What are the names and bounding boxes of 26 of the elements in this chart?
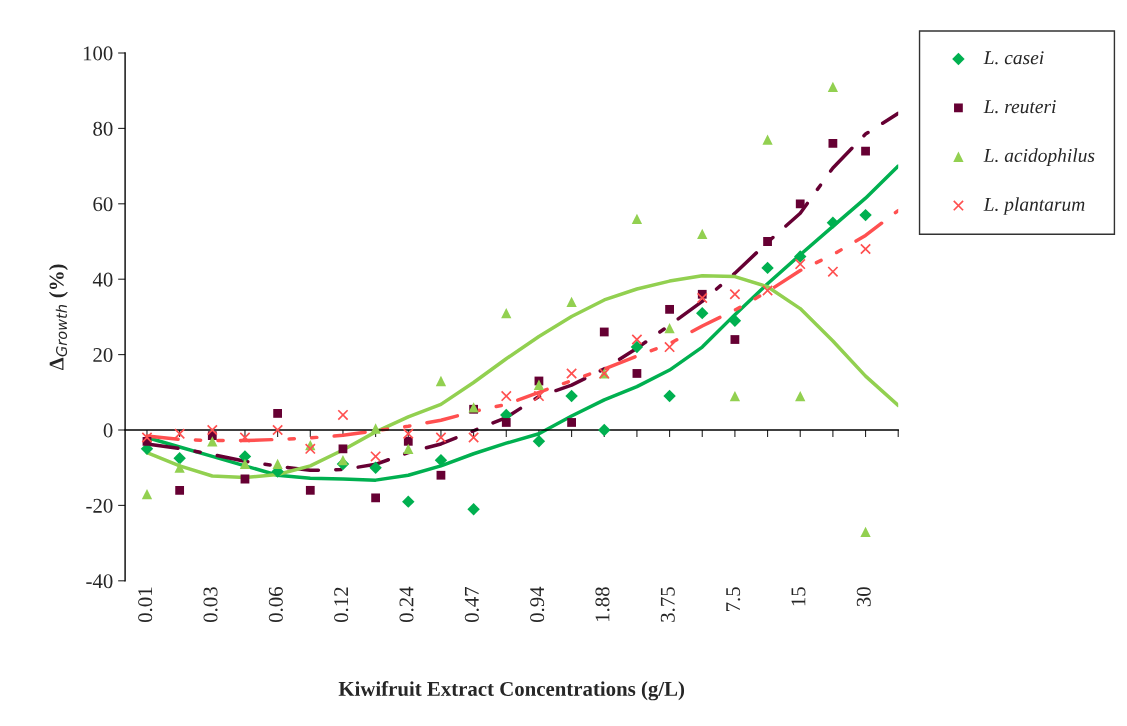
x-tick-label: 0.03 — [203, 587, 218, 623]
x-tick-label: 0.12 — [334, 587, 349, 623]
x-tick-label: 3.75 — [660, 587, 675, 622]
x-tick-label: 0.24 — [399, 586, 414, 623]
y-tick-label: 60 — [93, 197, 113, 212]
y-tick-label: 0 — [103, 423, 113, 438]
x-tick-label: 15 — [791, 587, 806, 606]
y-tick-label: 40 — [92, 272, 113, 287]
y-tick-label: 20 — [93, 347, 113, 363]
x-axis-title: Kiwifruit Extract Concentrations (g/L) — [338, 681, 685, 701]
legend-label: L. plantarum — [983, 197, 1085, 215]
y-tick-label: 80 — [93, 121, 113, 136]
x-tick-label: 0.06 — [268, 586, 283, 623]
legend-label: L. reuteri — [983, 100, 1056, 114]
x-tick-label: 1.88 — [595, 587, 610, 621]
legend-label: L. casei — [983, 51, 1044, 65]
y-tick-label: 100 — [83, 46, 113, 61]
legend-label: L. acidophilus — [983, 148, 1095, 166]
y-axis-title: Δ$_{Growth}$ (%) — [48, 264, 68, 371]
x-tick-label: 30 — [856, 587, 871, 607]
x-tick-label: 0.94 — [530, 586, 545, 623]
y-tick-label: -20 — [86, 498, 113, 513]
x-tick-label: 7.5 — [726, 587, 741, 612]
y-tick-label: -40 — [86, 574, 113, 589]
x-tick-label: 0.47 — [464, 586, 479, 623]
x-tick-label: 0.01 — [138, 587, 153, 623]
